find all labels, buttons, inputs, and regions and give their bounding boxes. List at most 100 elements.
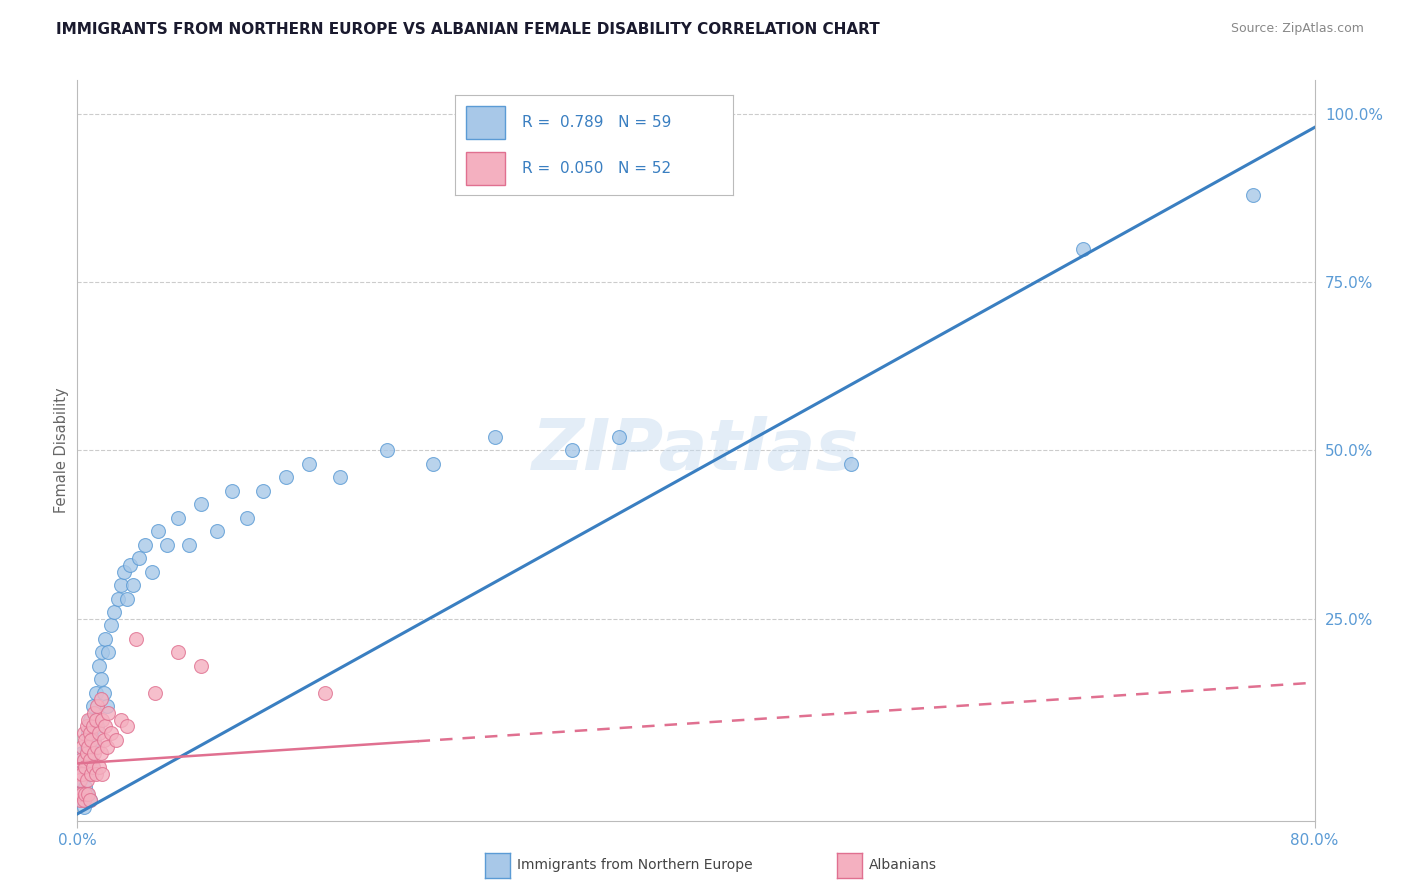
Point [90, 692, 112, 706]
Point [190, 658, 212, 673]
Point [422, 457, 444, 471]
Point [75, 787, 96, 801]
Point [112, 565, 135, 579]
Point [84, 686, 107, 700]
Point [87, 760, 110, 774]
Point [91, 713, 114, 727]
Point [67, 787, 90, 801]
Point [75, 780, 96, 794]
Text: IMMIGRANTS FROM NORTHERN EUROPE VS ALBANIAN FEMALE DISABILITY CORRELATION CHART: IMMIGRANTS FROM NORTHERN EUROPE VS ALBAN… [56, 22, 880, 37]
Point [72, 766, 94, 780]
Point [76, 747, 98, 761]
Point [96, 699, 118, 714]
Point [125, 632, 148, 646]
Point [91, 766, 114, 780]
Point [80, 747, 103, 761]
Text: ZIPatlas: ZIPatlas [533, 416, 859, 485]
Point [118, 558, 141, 572]
Point [75, 732, 96, 747]
Point [76, 719, 98, 733]
Point [83, 732, 105, 747]
Point [221, 483, 243, 498]
Point [115, 591, 138, 606]
Point [83, 706, 105, 720]
Point [69, 773, 91, 788]
Point [96, 739, 118, 754]
Point [167, 645, 190, 659]
Point [72, 800, 94, 814]
Point [77, 739, 100, 754]
Point [122, 578, 145, 592]
Point [276, 470, 298, 484]
Point [375, 443, 398, 458]
Point [205, 524, 228, 539]
Point [252, 483, 274, 498]
Point [141, 565, 163, 579]
Point [167, 510, 190, 524]
Point [70, 766, 93, 780]
Point [97, 706, 120, 720]
Point [69, 753, 91, 767]
Point [86, 719, 108, 733]
Y-axis label: Female Disability: Female Disability [53, 388, 69, 513]
Point [72, 793, 94, 807]
Point [67, 773, 90, 788]
Point [70, 739, 93, 754]
Point [110, 578, 132, 592]
Point [484, 430, 506, 444]
Point [82, 760, 104, 774]
Point [76, 739, 98, 754]
Point [1071, 242, 1094, 256]
Point [115, 719, 138, 733]
Point [329, 470, 352, 484]
Point [84, 713, 107, 727]
Point [177, 538, 200, 552]
Point [75, 753, 96, 767]
Point [77, 713, 100, 727]
Point [90, 747, 112, 761]
Point [72, 726, 94, 740]
Point [69, 760, 91, 774]
Point [82, 760, 104, 774]
Point [100, 726, 122, 740]
Point [128, 551, 150, 566]
Point [90, 673, 112, 687]
Point [91, 645, 114, 659]
Point [94, 632, 117, 646]
Text: Source: ZipAtlas.com: Source: ZipAtlas.com [1230, 22, 1364, 36]
Point [146, 524, 169, 539]
Text: Albanians: Albanians [869, 858, 936, 872]
Point [67, 766, 90, 780]
Point [110, 713, 132, 727]
Point [134, 538, 156, 552]
Point [93, 686, 115, 700]
Point [105, 732, 128, 747]
Point [314, 686, 336, 700]
Point [298, 457, 321, 471]
Point [69, 787, 91, 801]
Point [87, 658, 110, 673]
Point [76, 787, 98, 801]
Point [103, 605, 125, 619]
Point [79, 713, 101, 727]
Point [93, 732, 115, 747]
Point [84, 766, 107, 780]
Point [69, 793, 91, 807]
Point [76, 773, 98, 788]
Point [143, 686, 166, 700]
Point [156, 538, 179, 552]
Point [97, 645, 120, 659]
Point [107, 591, 129, 606]
Point [86, 739, 108, 754]
Point [79, 753, 101, 767]
Point [77, 766, 100, 780]
Point [83, 747, 105, 761]
Point [72, 753, 94, 767]
Point [79, 726, 101, 740]
Point [607, 430, 630, 444]
Point [79, 793, 101, 807]
Point [87, 726, 110, 740]
Point [80, 766, 103, 780]
Point [82, 719, 104, 733]
Point [80, 732, 103, 747]
